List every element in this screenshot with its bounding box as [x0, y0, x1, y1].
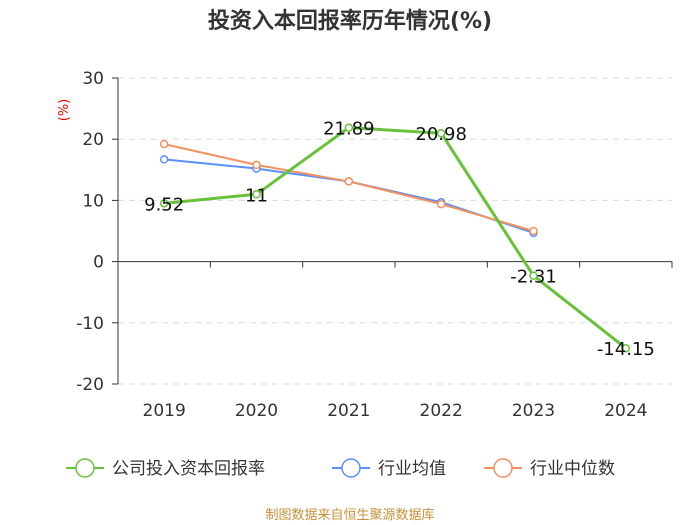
data-label: -2.31: [510, 267, 557, 288]
y-tick-label: 10: [82, 191, 104, 211]
legend-item[interactable]: 公司投入资本回报率: [66, 458, 265, 479]
data-point: [159, 155, 169, 164]
data-point: [252, 160, 261, 170]
data-point: [529, 271, 538, 280]
data-point: [621, 343, 631, 353]
x-tick-label: 2020: [235, 401, 278, 421]
axes: 30 20 10 0 -10 -20 2019 2020 2021 2022 2023 2024: [76, 69, 673, 421]
data-point: [159, 139, 169, 149]
legend-label: 公司投入资本回报率: [112, 459, 265, 479]
legend-marker: [341, 458, 361, 478]
legend-marker: [493, 458, 513, 478]
x-tick-label: 2022: [420, 401, 463, 421]
legend-item[interactable]: 行业中位数: [484, 458, 615, 479]
data-point: [529, 226, 538, 236]
y-tick-label: 0: [93, 253, 104, 273]
data-label: 20.98: [415, 124, 467, 145]
y-tick-label: -20: [76, 375, 104, 395]
data-point: [344, 123, 354, 132]
chart-title: 投资入本回报率历年情况(%): [208, 8, 492, 34]
data-label: 11: [245, 185, 268, 206]
source-note: 制图数据来自恒生聚源数据库: [265, 507, 434, 523]
grid-lines: [118, 77, 672, 385]
x-tick-label: 2019: [143, 401, 186, 421]
legend-marker: [75, 458, 95, 478]
data-label: 21.89: [323, 119, 375, 140]
series-line: [164, 126, 627, 350]
x-tick-label: 2021: [327, 401, 370, 421]
y-tick-label: 20: [82, 130, 104, 150]
data-point: [344, 177, 354, 186]
data-labels: 9.52 11 21.89 20.98 -2.31 -14.15: [144, 119, 655, 361]
series-line: [164, 158, 534, 234]
legend: 公司投入资本回报率 行业均值 行业中位数: [66, 458, 615, 479]
legend-label: 行业均值: [378, 459, 446, 479]
y-tick-label: -10: [76, 314, 104, 334]
data-point: [159, 199, 169, 208]
x-tick-label: 2024: [604, 401, 647, 421]
legend-item[interactable]: 行业均值: [332, 458, 446, 479]
y-tick-label: 30: [82, 69, 104, 89]
series-lines: [159, 123, 631, 353]
legend-label: 行业中位数: [530, 459, 615, 479]
data-point: [436, 199, 446, 209]
data-point: [252, 190, 261, 199]
data-label: 9.52: [144, 194, 184, 215]
data-label: -14.15: [597, 339, 655, 360]
y-axis-unit: (%): [57, 99, 72, 122]
data-point: [436, 128, 446, 138]
x-tick-label: 2023: [512, 401, 555, 421]
